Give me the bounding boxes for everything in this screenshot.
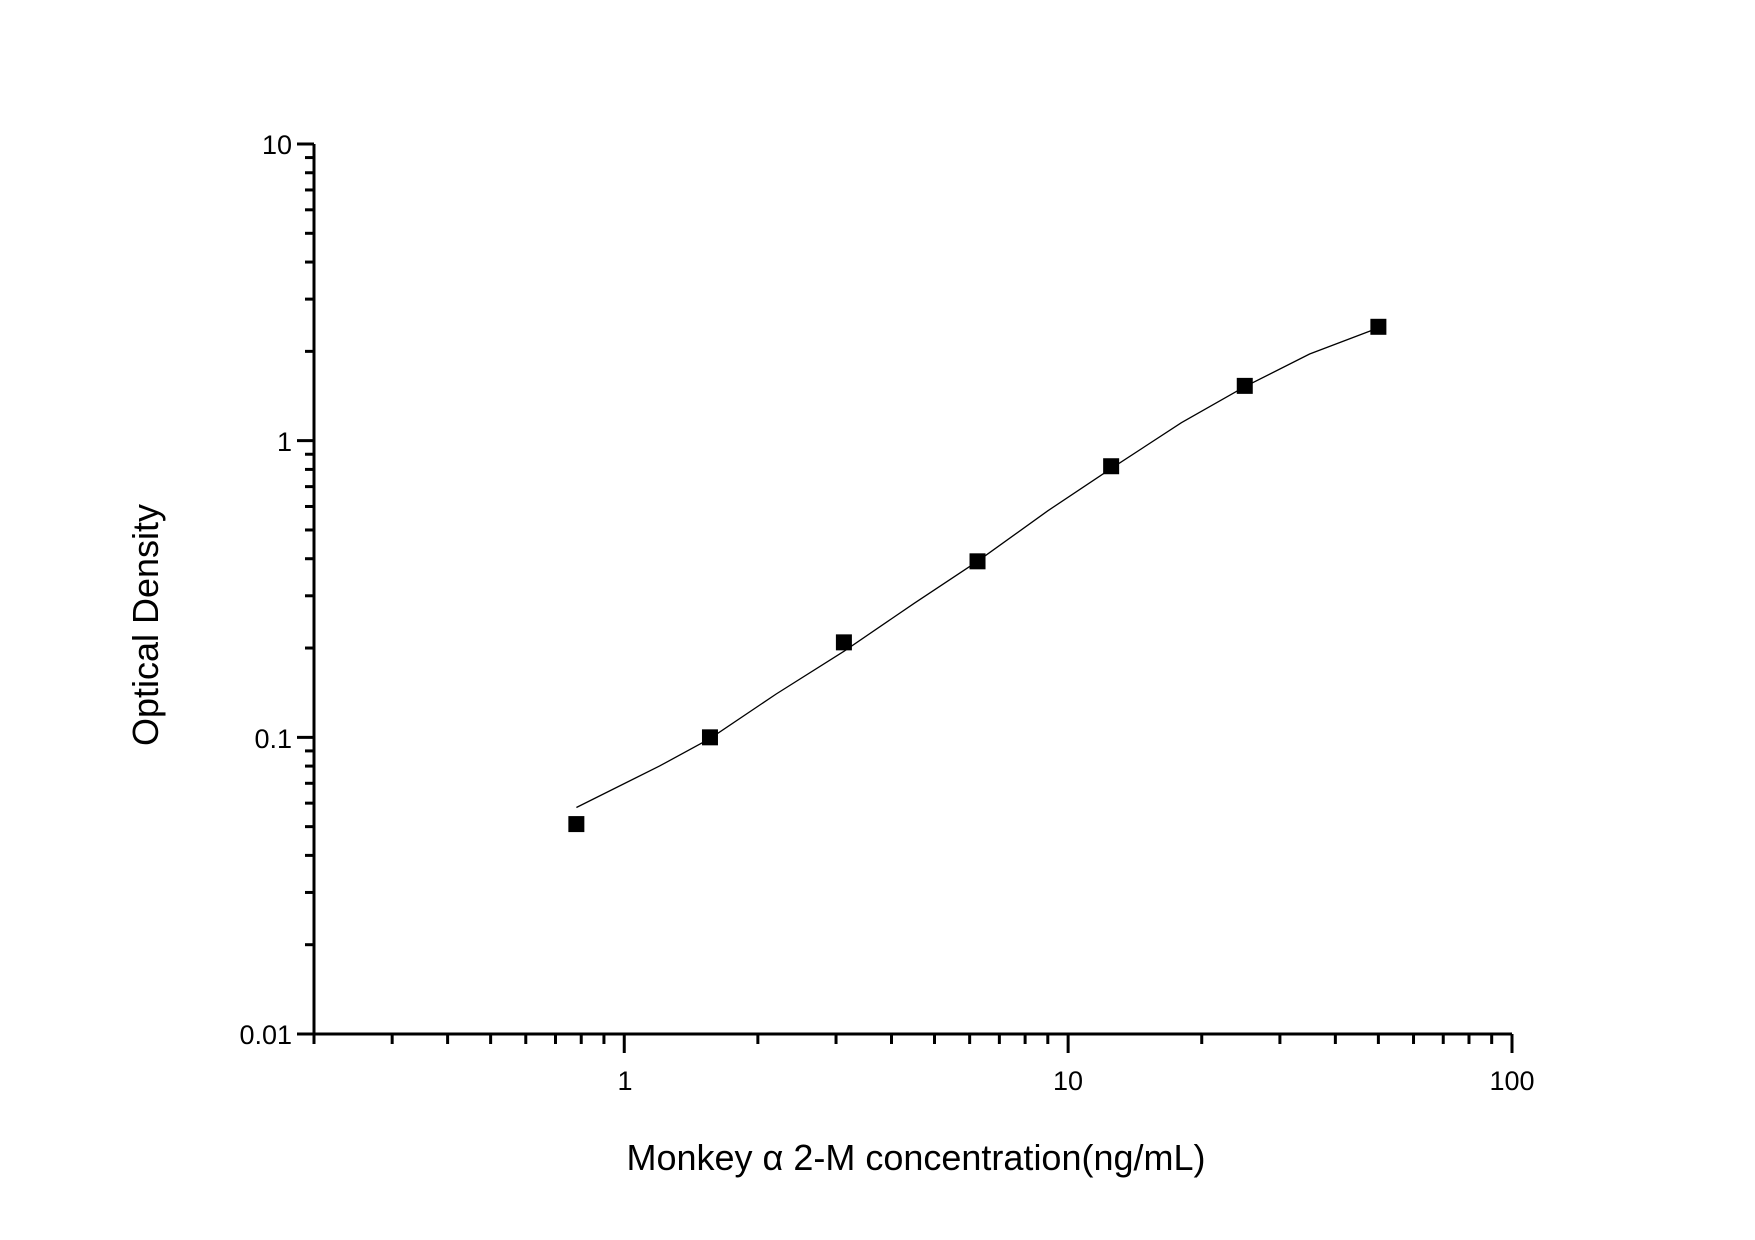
y-tick-label-0.01: 0.01 (239, 1020, 292, 1050)
data-point-square-marker (1236, 377, 1253, 394)
y-tick-label-0.1: 0.1 (254, 724, 292, 754)
data-point-square-marker (1370, 318, 1387, 335)
data-point-square-marker (701, 729, 718, 746)
data-point-square-marker (969, 553, 986, 570)
y-axis-title: Optical Density (125, 504, 166, 746)
data-point-square-marker (1103, 458, 1120, 475)
y-tick-label-1: 1 (277, 427, 292, 457)
x-tick-label-10: 10 (1053, 1066, 1083, 1096)
data-points (568, 318, 1387, 833)
data-point-square-marker (568, 816, 585, 833)
axes (297, 142, 1514, 1053)
x-axis-title: Monkey α 2-M concentration(ng/mL) (626, 1137, 1205, 1178)
data-point-square-marker (835, 634, 852, 651)
y-tick-label-10: 10 (262, 130, 292, 160)
x-tick-label-1: 1 (617, 1066, 632, 1096)
x-tick-label-100: 100 (1489, 1066, 1534, 1096)
